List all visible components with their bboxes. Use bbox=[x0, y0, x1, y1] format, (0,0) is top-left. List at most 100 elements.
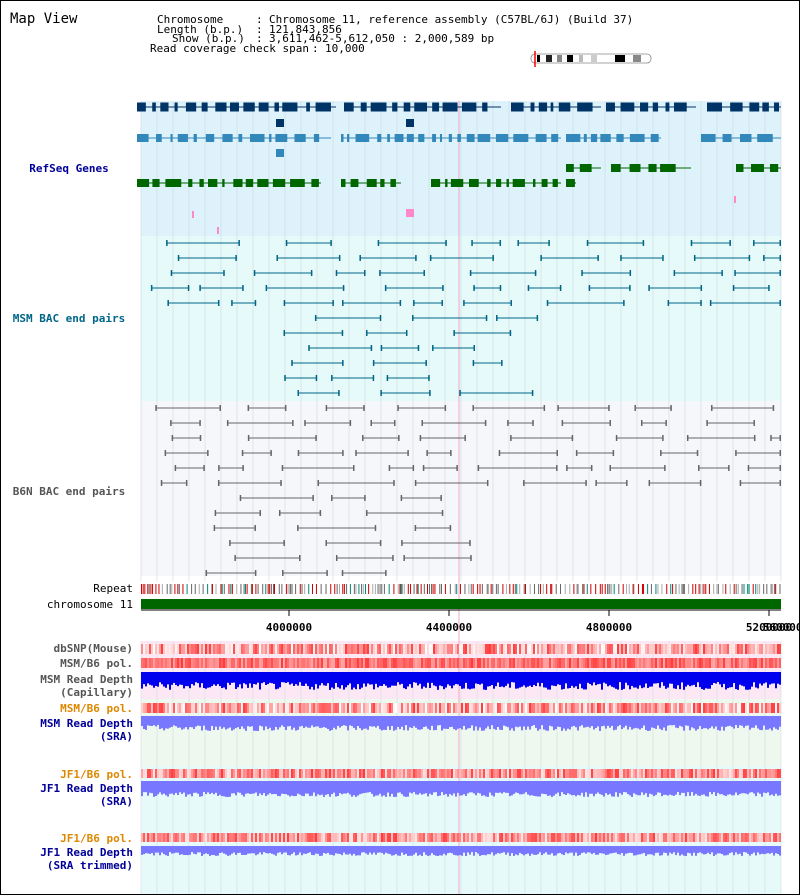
read-depth-mark bbox=[609, 672, 611, 686]
read-depth-mark bbox=[385, 672, 387, 686]
read-depth-mark bbox=[289, 716, 291, 727]
read-depth-mark bbox=[289, 672, 291, 685]
read-depth-mark bbox=[401, 716, 403, 727]
polymorphism-mark bbox=[613, 658, 615, 668]
polymorphism-mark bbox=[529, 833, 531, 842]
polymorphism-mark bbox=[317, 769, 319, 778]
read-depth-mark bbox=[175, 672, 177, 685]
bac-end-mark bbox=[753, 240, 755, 246]
polymorphism-mark bbox=[433, 644, 435, 654]
repeat-mark bbox=[779, 584, 781, 594]
bac-end-mark bbox=[664, 465, 666, 471]
repeat-mark bbox=[454, 584, 456, 594]
bac-end-mark bbox=[412, 315, 414, 321]
polymorphism-mark bbox=[443, 644, 445, 654]
read-depth-mark bbox=[181, 846, 183, 855]
read-depth-mark bbox=[581, 781, 583, 793]
polymorphism-mark bbox=[339, 769, 341, 778]
polymorphism-mark bbox=[507, 833, 509, 842]
read-depth-mark bbox=[753, 716, 755, 728]
read-depth-mark bbox=[179, 781, 181, 793]
polymorphism-mark bbox=[195, 658, 197, 668]
polymorphism-mark bbox=[431, 769, 433, 778]
polymorphism-mark bbox=[289, 833, 291, 842]
read-depth-mark bbox=[419, 716, 421, 730]
polymorphism-mark bbox=[505, 644, 507, 654]
read-depth-mark bbox=[169, 716, 171, 728]
polymorphism-mark bbox=[257, 703, 259, 713]
polymorphism-mark bbox=[165, 644, 167, 654]
polymorphism-mark bbox=[639, 703, 641, 713]
bac-end-mark bbox=[167, 300, 169, 306]
read-depth-mark bbox=[507, 672, 509, 684]
polymorphism-mark bbox=[475, 644, 477, 654]
read-depth-mark bbox=[505, 716, 507, 727]
repeat-mark bbox=[538, 584, 540, 594]
repeat-mark bbox=[722, 584, 724, 594]
polymorphism-mark bbox=[555, 703, 557, 713]
bac-end-mark bbox=[629, 270, 632, 276]
gene-exon bbox=[390, 179, 396, 187]
polymorphism-mark bbox=[443, 658, 445, 668]
polymorphism-mark bbox=[417, 658, 419, 668]
polymorphism-mark bbox=[279, 833, 281, 842]
gene-exon bbox=[448, 134, 452, 142]
read-depth-mark bbox=[161, 672, 163, 685]
read-depth-mark bbox=[539, 781, 541, 797]
polymorphism-mark bbox=[291, 703, 293, 713]
read-depth-mark bbox=[541, 781, 543, 794]
polymorphism-mark bbox=[655, 644, 657, 654]
polymorphism-mark bbox=[645, 658, 647, 668]
read-depth-mark bbox=[423, 781, 425, 794]
polymorphism-mark bbox=[253, 703, 255, 713]
read-depth-mark bbox=[439, 781, 441, 796]
bac-end-mark bbox=[247, 405, 250, 411]
polymorphism-mark bbox=[501, 658, 503, 668]
read-depth-mark bbox=[341, 781, 343, 795]
polymorphism-mark bbox=[199, 644, 201, 654]
polymorphism-mark bbox=[487, 644, 489, 654]
read-depth-mark bbox=[183, 716, 185, 729]
repeat-mark bbox=[643, 584, 645, 594]
bac-end-mark bbox=[449, 525, 452, 531]
read-depth-mark bbox=[211, 781, 213, 793]
polymorphism-mark bbox=[233, 644, 235, 654]
gene-exon bbox=[276, 149, 284, 157]
polymorphism-mark bbox=[565, 769, 567, 778]
polymorphism-mark bbox=[739, 644, 741, 654]
repeat-mark bbox=[550, 584, 552, 594]
read-depth-mark bbox=[263, 846, 265, 853]
read-depth-mark bbox=[429, 846, 431, 856]
read-depth-mark bbox=[329, 716, 331, 731]
read-depth-mark bbox=[269, 716, 271, 728]
polymorphism-mark bbox=[547, 658, 549, 668]
read-depth-mark bbox=[279, 672, 281, 688]
read-depth-mark bbox=[573, 846, 575, 856]
repeat-mark bbox=[770, 584, 772, 594]
polymorphism-mark bbox=[779, 658, 781, 668]
polymorphism-mark bbox=[623, 833, 625, 842]
polymorphism-mark bbox=[743, 833, 745, 842]
read-depth-mark bbox=[739, 672, 741, 685]
read-depth-mark bbox=[189, 781, 191, 795]
read-depth-mark bbox=[523, 672, 525, 686]
polymorphism-mark bbox=[589, 644, 591, 654]
polymorphism-mark bbox=[725, 833, 727, 842]
repeat-mark bbox=[207, 584, 209, 594]
read-depth-mark bbox=[435, 846, 437, 856]
polymorphism-mark bbox=[411, 833, 413, 842]
read-depth-mark bbox=[471, 672, 473, 689]
read-depth-mark bbox=[623, 846, 625, 856]
polymorphism-mark bbox=[749, 703, 751, 713]
repeat-mark bbox=[194, 584, 196, 594]
bac-end-mark bbox=[352, 465, 355, 471]
gene-exon bbox=[377, 134, 382, 142]
read-depth-mark bbox=[323, 672, 325, 686]
polymorphism-mark bbox=[495, 644, 497, 654]
polymorphism-mark bbox=[309, 833, 311, 842]
polymorphism-mark bbox=[561, 833, 563, 842]
read-depth-mark bbox=[701, 672, 703, 689]
polymorphism-mark bbox=[491, 833, 493, 842]
polymorphism-mark bbox=[627, 658, 629, 668]
